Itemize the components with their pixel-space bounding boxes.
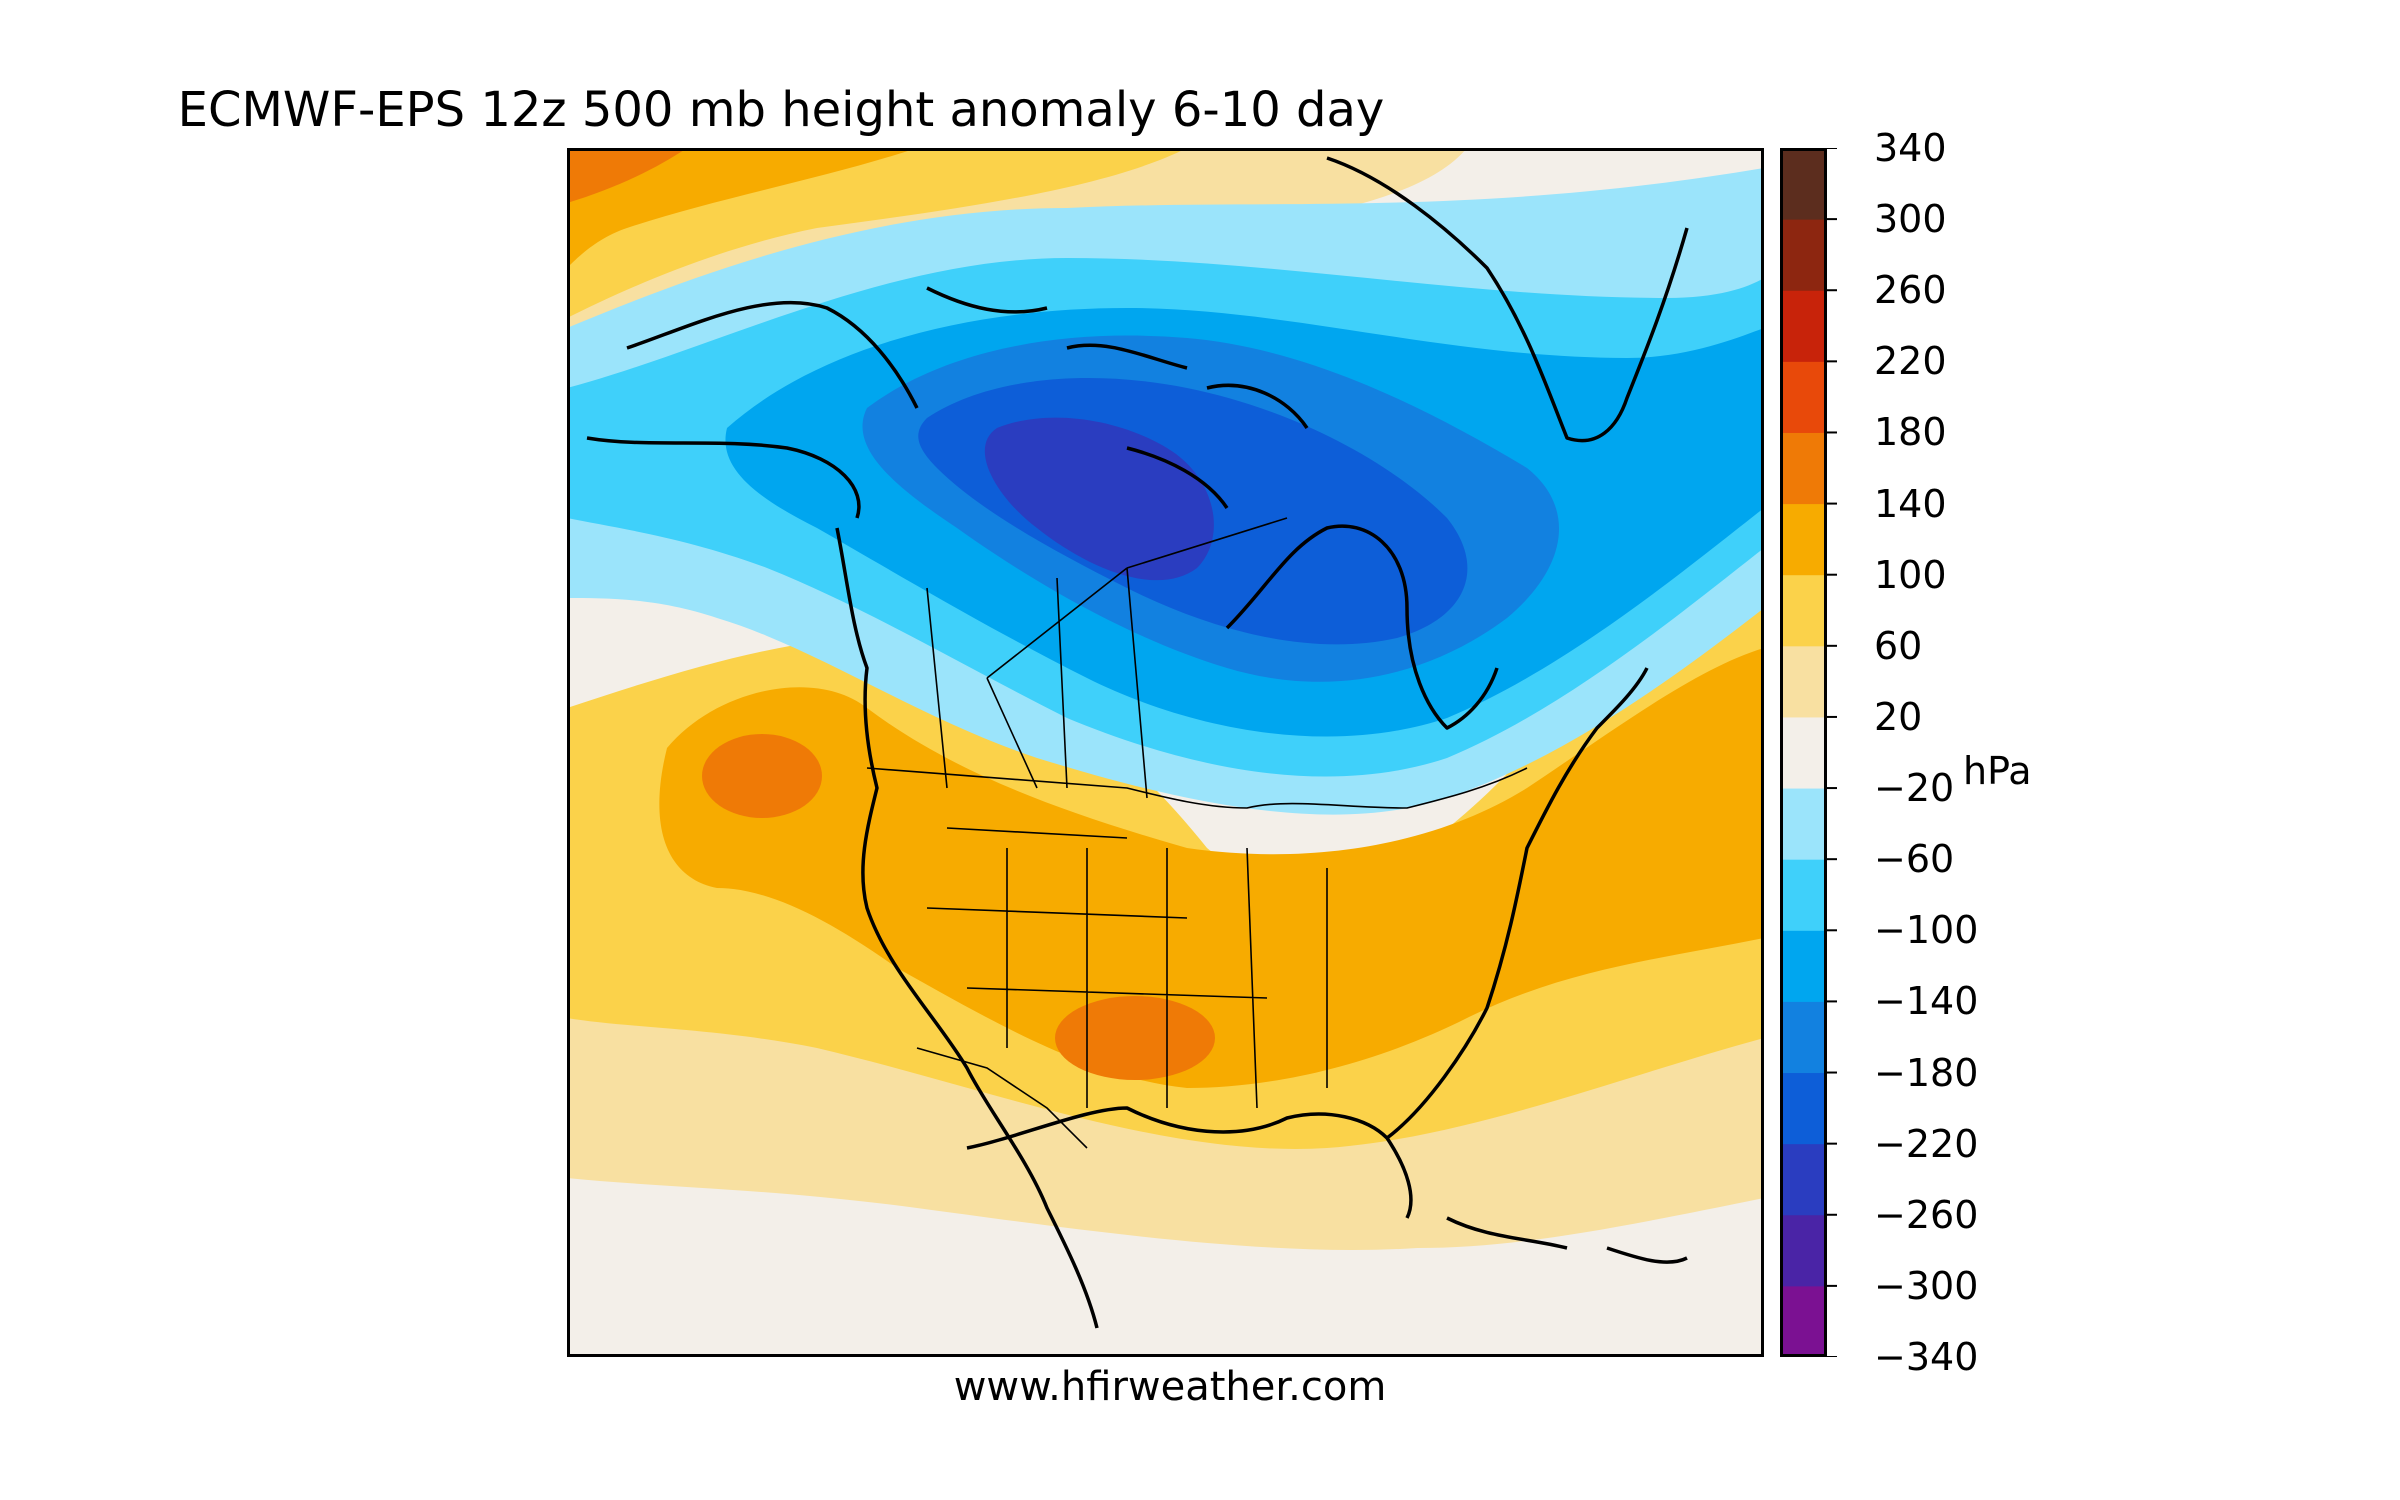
colorbar — [1780, 148, 1837, 1357]
colorbar-tick-label: 180 — [1874, 410, 1947, 455]
colorbar-segment — [1780, 1001, 1825, 1074]
colorbar-segment — [1780, 716, 1825, 789]
colorbar-tick-label: −220 — [1874, 1121, 1979, 1166]
anomaly-map — [567, 148, 1764, 1357]
colorbar-segment — [1780, 859, 1825, 931]
band-140-180-nw — [567, 148, 917, 268]
colorbar-tick-label: −180 — [1874, 1050, 1979, 1095]
colorbar-segment — [1780, 290, 1825, 362]
coast-arctic-islands — [926, 286, 1309, 509]
colorbar-segment — [1780, 574, 1825, 647]
colorbar-tick-label: 260 — [1874, 268, 1947, 313]
border-provinces — [926, 517, 1288, 799]
colorbar-segment — [1780, 645, 1825, 718]
center-140-pacific — [702, 734, 822, 818]
colorbar-segment — [1780, 1285, 1825, 1357]
coastlines — [586, 156, 1689, 1329]
coast-hudson — [1225, 524, 1499, 730]
center-140-plains — [1055, 996, 1215, 1080]
band-100-140 — [659, 648, 1764, 1088]
coast-greenland — [1326, 156, 1689, 443]
colorbar-segment — [1780, 148, 1825, 220]
colorbar-segment — [1780, 1072, 1825, 1145]
colorbar-segment — [1780, 930, 1825, 1002]
band-180-nw — [567, 148, 687, 203]
colorbar-tick-label: −20 — [1874, 766, 1955, 811]
coast-gulf — [966, 1106, 1413, 1219]
border-states — [926, 827, 1328, 1109]
colorbar-tick-label: −300 — [1874, 1263, 1979, 1308]
colorbar-segment — [1780, 432, 1825, 505]
coast-alaska — [586, 300, 919, 519]
colorbar-segment — [1780, 788, 1825, 860]
border-us-mexico — [916, 1047, 1088, 1149]
coast-east — [1385, 667, 1649, 1140]
colorbar-tick-label: −100 — [1874, 908, 1979, 953]
coast-caribbean — [1446, 1216, 1688, 1264]
colorbar-tick-label: −340 — [1874, 1335, 1979, 1379]
colorbar-tick-label: 20 — [1874, 694, 1923, 739]
political-borders — [866, 517, 1528, 1149]
colorbar-frame — [1780, 148, 1827, 1357]
colorbar-tick-label: 60 — [1874, 623, 1923, 668]
colorbar-segment — [1780, 361, 1825, 433]
map-frame — [567, 148, 1764, 1357]
coast-west — [835, 527, 1099, 1329]
colorbar-unit: hPa — [1963, 749, 2032, 793]
colorbar-tick-label: 140 — [1874, 481, 1947, 526]
colorbar-tick-label: 340 — [1874, 126, 1947, 170]
colorbar-tick-label: −60 — [1874, 837, 1955, 882]
colorbar-tick-label: −140 — [1874, 979, 1979, 1024]
colorbar-segment — [1780, 1143, 1825, 1216]
colorbar-segment — [1780, 219, 1825, 291]
colorbar-tick-label: 220 — [1874, 339, 1947, 384]
colorbar-tick-label: −260 — [1874, 1192, 1979, 1237]
website-credit: www.hfirweather.com — [953, 1364, 1387, 1410]
colorbar-segment — [1780, 1214, 1825, 1287]
map-title: ECMWF-EPS 12z 500 mb height anomaly 6-10… — [177, 82, 1385, 138]
colorbar-segment — [1780, 503, 1825, 576]
colorbar-tick-label: 300 — [1874, 197, 1947, 242]
colorbar-tick-label: 100 — [1874, 552, 1947, 597]
border-us-canada — [866, 767, 1528, 809]
